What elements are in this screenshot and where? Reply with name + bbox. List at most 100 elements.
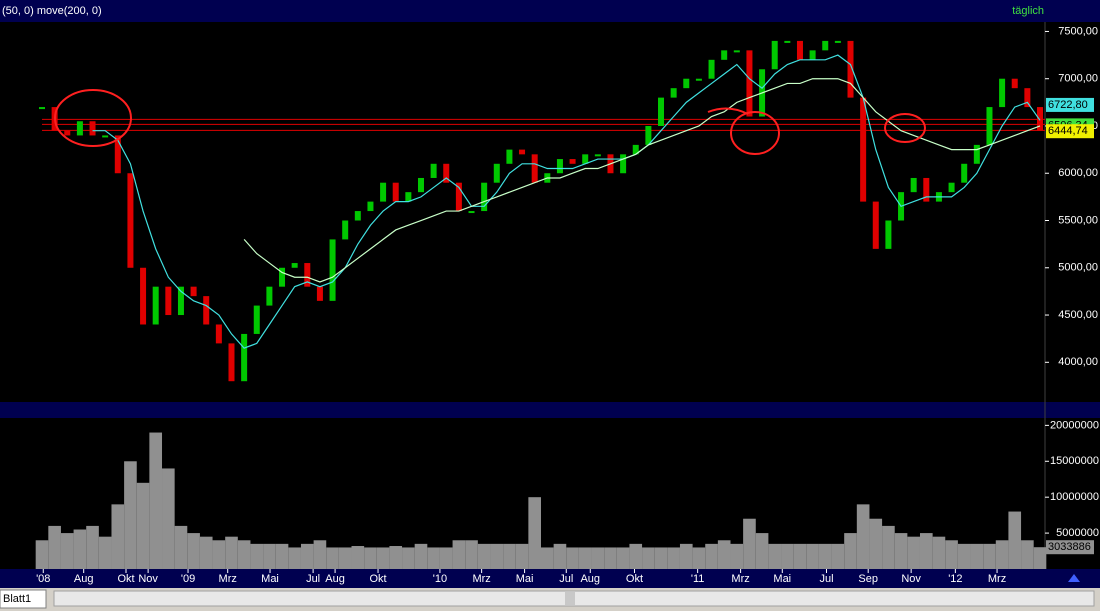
price-bar [872, 201, 879, 249]
price-bar [140, 267, 147, 325]
annotation-circle [730, 111, 780, 155]
x-tick-label: Jul [819, 573, 833, 585]
x-tick-label: Jul [559, 573, 573, 585]
volume-bar [1008, 511, 1022, 569]
price-bar [468, 211, 475, 214]
price-bar [910, 177, 917, 193]
price-bar [885, 220, 892, 249]
price-bar [620, 154, 627, 174]
sheet-tab[interactable] [0, 589, 47, 609]
price-bar [443, 163, 450, 183]
price-bar [1011, 78, 1018, 89]
volume-bar [793, 543, 807, 569]
volume-bar [705, 543, 718, 569]
price-bar [645, 125, 652, 145]
price-bar [493, 163, 500, 183]
price-bar [961, 163, 968, 183]
price-bar [746, 50, 753, 117]
x-tick-label: '09 [181, 573, 195, 585]
volume-bar [970, 543, 984, 569]
price-bar [695, 78, 702, 81]
price-bar [215, 324, 222, 344]
x-tick-label: Jul [306, 573, 320, 585]
volume-bar [591, 547, 605, 569]
price-bar [784, 40, 791, 43]
volume-bar [124, 461, 137, 569]
price-bar [76, 121, 83, 136]
volume-bar [717, 540, 731, 569]
volume-bar [149, 432, 163, 569]
volume-bar [465, 540, 478, 569]
price-marker-label: 6444,74 [1048, 125, 1088, 137]
volume-bar [477, 543, 491, 569]
price-bar [316, 286, 323, 301]
x-tick-label: Okt [626, 573, 643, 585]
price-bar [430, 163, 437, 178]
price-bar [39, 107, 45, 110]
volume-bar [553, 543, 567, 569]
volume-bar [919, 533, 933, 569]
volume-bar [642, 547, 655, 569]
volume-bar [439, 547, 453, 569]
x-tick-label: Nov [138, 573, 158, 585]
volume-bar [300, 543, 314, 569]
volume-bar [136, 482, 150, 569]
price-bar [670, 88, 677, 98]
price-bar [708, 59, 715, 79]
price-bar [973, 144, 980, 164]
volume-bar [263, 543, 276, 569]
price-bar [834, 40, 841, 43]
price-bar [165, 286, 172, 316]
volume-bar [629, 543, 643, 569]
price-bar [367, 201, 374, 212]
x-tick-label: Okt [117, 573, 134, 585]
volume-bar [35, 540, 49, 569]
x-tick-label: Mrz [731, 573, 749, 585]
price-bar [64, 130, 71, 136]
y-tick-label: 15000000 [1050, 455, 1099, 467]
x-tick-label: Okt [369, 573, 386, 585]
scroll-thumb[interactable] [565, 592, 575, 605]
price-bar [354, 211, 361, 221]
price-bar [1037, 107, 1043, 131]
volume-bar [199, 536, 213, 569]
x-tick-label: Sep [858, 573, 878, 585]
price-bar [380, 182, 387, 202]
volume-bar [945, 540, 958, 569]
volume-bar [402, 547, 415, 569]
y-tick-label: 6000,00 [1058, 167, 1098, 179]
volume-bar [174, 525, 188, 569]
volume-bar [1033, 547, 1047, 569]
volume-bar [60, 533, 74, 569]
volume-bar [578, 547, 592, 569]
x-tick-label: '08 [36, 573, 50, 585]
y-tick-label: 10000000 [1050, 491, 1099, 503]
volume-bar [781, 543, 794, 569]
price-bar [241, 333, 248, 382]
price-bar [102, 135, 109, 138]
y-tick-label: 4000,00 [1058, 356, 1098, 368]
y-tick-label: 4500,00 [1058, 309, 1098, 321]
price-bar [392, 182, 399, 202]
volume-marker [1046, 540, 1094, 555]
price-marker-label: 6722,80 [1048, 99, 1088, 111]
volume-bar [844, 533, 857, 569]
price-bar [632, 144, 639, 155]
price-bar [809, 50, 816, 60]
price-bar [771, 40, 778, 70]
price-bar [582, 154, 589, 164]
x-tick-label: Nov [901, 573, 921, 585]
zoom-icon[interactable] [1068, 574, 1080, 582]
price-bar [152, 286, 159, 325]
volume-bar [818, 543, 832, 569]
x-tick-label: Mrz [472, 573, 490, 585]
price-bar [291, 263, 298, 268]
volume-bar [364, 547, 377, 569]
sheet-tab-label: Blatt1 [3, 593, 31, 605]
price-bar [847, 40, 854, 98]
volume-marker-label: 3033886 [1048, 541, 1091, 553]
price-marker [1046, 97, 1094, 112]
volume-bar [427, 547, 440, 569]
